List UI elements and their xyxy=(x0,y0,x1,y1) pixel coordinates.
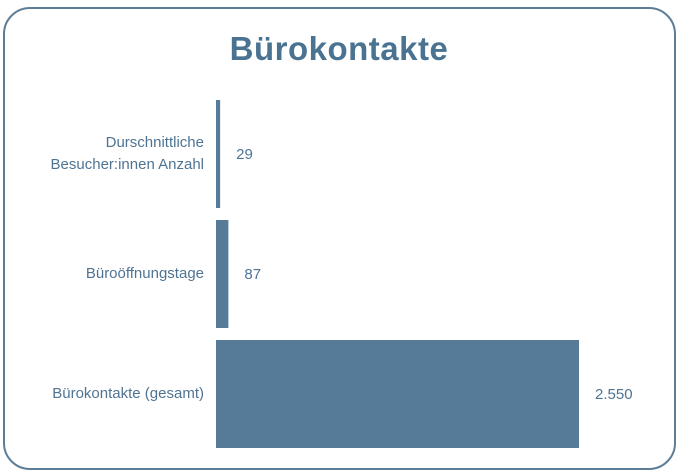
category-label: Büroöffnungstage xyxy=(85,265,204,282)
bar xyxy=(216,100,221,208)
value-label: 2.550 xyxy=(595,385,633,403)
value-label: 29 xyxy=(236,145,253,163)
bar xyxy=(216,220,229,328)
category-label: Durschnittliche Besucher:innen Anzahl xyxy=(50,134,204,173)
chart-title: Bürokontakte xyxy=(229,30,449,67)
bar xyxy=(216,340,579,448)
value-label: 87 xyxy=(244,265,262,283)
category-label: Bürokontakte (gesamt) xyxy=(52,385,204,402)
